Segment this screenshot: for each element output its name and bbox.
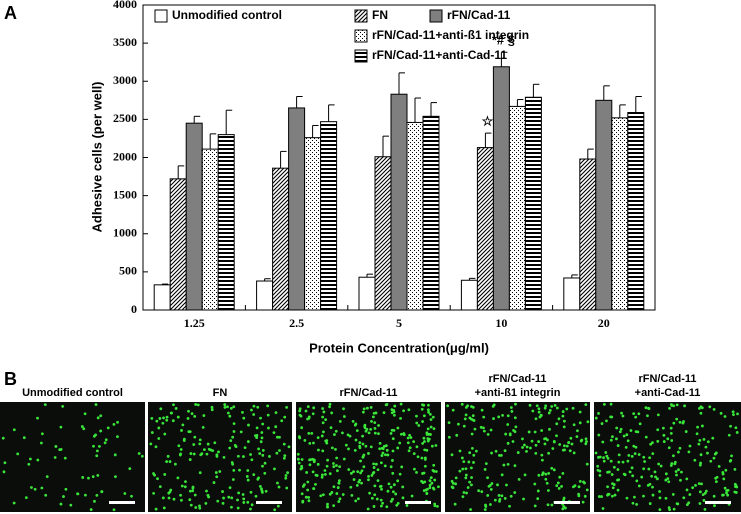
- error-bar: [414, 97, 421, 123]
- legend-label: rFN/Cad-11+anti-Cad-11: [372, 48, 507, 62]
- image-title: rFN/Cad-11: [638, 373, 696, 385]
- bar: [579, 158, 597, 311]
- error-bar: [264, 278, 271, 282]
- error-bar: [209, 133, 217, 150]
- error-bar: [280, 150, 287, 169]
- error-bar: [193, 115, 201, 124]
- x-axis-title: Protein Concentration(μg/ml): [309, 340, 489, 355]
- image-title: FN: [213, 387, 228, 399]
- annotation: ☆: [482, 114, 494, 129]
- bar: [406, 121, 424, 311]
- bar: [320, 121, 338, 311]
- bar: [492, 66, 510, 311]
- bar: [524, 96, 542, 311]
- y-tick-label: 2000: [113, 149, 137, 163]
- error-bar: [225, 109, 233, 135]
- bar: [595, 99, 613, 311]
- error-bar: [161, 283, 169, 285]
- error-bar: [328, 104, 335, 122]
- error-bar: [430, 102, 437, 117]
- y-tick-label: 0: [131, 302, 137, 316]
- micrograph: [594, 402, 741, 512]
- legend-swatch: [354, 9, 368, 23]
- bar: [390, 93, 408, 311]
- error-bar: [532, 83, 540, 98]
- bar: [627, 112, 645, 311]
- legend-label: rFN/Cad-11+anti-ß1 integrin: [372, 28, 529, 42]
- legend-label: rFN/Cad-11: [447, 8, 511, 22]
- error-bar: [571, 274, 578, 278]
- bar: [288, 107, 306, 311]
- error-bar: [312, 124, 319, 138]
- bar: [460, 279, 478, 311]
- bar: [304, 137, 322, 311]
- error-bar: [398, 72, 405, 95]
- bar: [153, 284, 171, 311]
- bar: [476, 147, 494, 311]
- error-bar: [619, 104, 626, 118]
- bar: [256, 280, 274, 311]
- error-bar: [516, 99, 524, 107]
- image-title: rFN/Cad-11: [339, 387, 397, 399]
- y-tick-label: 2500: [113, 111, 137, 125]
- micrograph: [296, 402, 441, 512]
- panel-label: B: [4, 369, 17, 389]
- y-axis-title: Adhesive cells (per well): [89, 81, 104, 232]
- error-bar: [484, 132, 492, 148]
- y-tick-label: 1500: [113, 187, 137, 201]
- x-tick-label: 5: [396, 316, 402, 330]
- legend-label: Unmodified control: [172, 8, 282, 22]
- y-tick-label: 500: [119, 264, 137, 278]
- error-bar: [366, 273, 373, 278]
- error-bar: [603, 85, 610, 101]
- x-tick-label: 10: [495, 316, 507, 330]
- legend-label: FN: [372, 8, 388, 22]
- legend-swatch: [354, 49, 368, 63]
- y-tick-label: 3000: [113, 73, 137, 87]
- bar: [422, 115, 440, 311]
- micrograph: [0, 402, 145, 512]
- y-tick-label: 1000: [113, 226, 137, 240]
- legend-swatch: [429, 9, 443, 23]
- bar: [217, 134, 235, 311]
- bar: [563, 277, 581, 311]
- micrograph: [445, 402, 590, 512]
- legend-swatch: [154, 9, 168, 23]
- bar: [272, 167, 290, 311]
- bar: [358, 276, 376, 311]
- error-bar: [500, 51, 508, 67]
- panel-label: A: [4, 3, 17, 23]
- image-title: +anti-Cad-11: [635, 387, 701, 399]
- error-bar: [177, 165, 185, 179]
- bar: [201, 148, 219, 311]
- bar: [185, 122, 203, 311]
- error-bar: [296, 96, 303, 108]
- micrograph: [148, 402, 292, 512]
- error-bar: [635, 96, 642, 113]
- x-tick-label: 20: [598, 316, 610, 330]
- error-bar: [587, 148, 594, 160]
- error-bar: [468, 277, 476, 281]
- image-title: +anti-ß1 integrin: [475, 387, 561, 399]
- image-title: Unmodified control: [22, 387, 123, 399]
- bar: [508, 105, 526, 311]
- x-tick-label: 2.5: [289, 316, 304, 330]
- x-tick-label: 1.25: [184, 316, 205, 330]
- bar: [611, 117, 629, 311]
- image-title: rFN/Cad-11: [488, 373, 546, 385]
- y-tick-label: 3500: [113, 35, 137, 49]
- legend-swatch: [354, 29, 368, 43]
- annotation: *# §: [492, 33, 515, 48]
- bar: [169, 178, 187, 311]
- y-tick-label: 4000: [113, 0, 137, 11]
- bar: [374, 156, 392, 311]
- error-bar: [382, 135, 389, 157]
